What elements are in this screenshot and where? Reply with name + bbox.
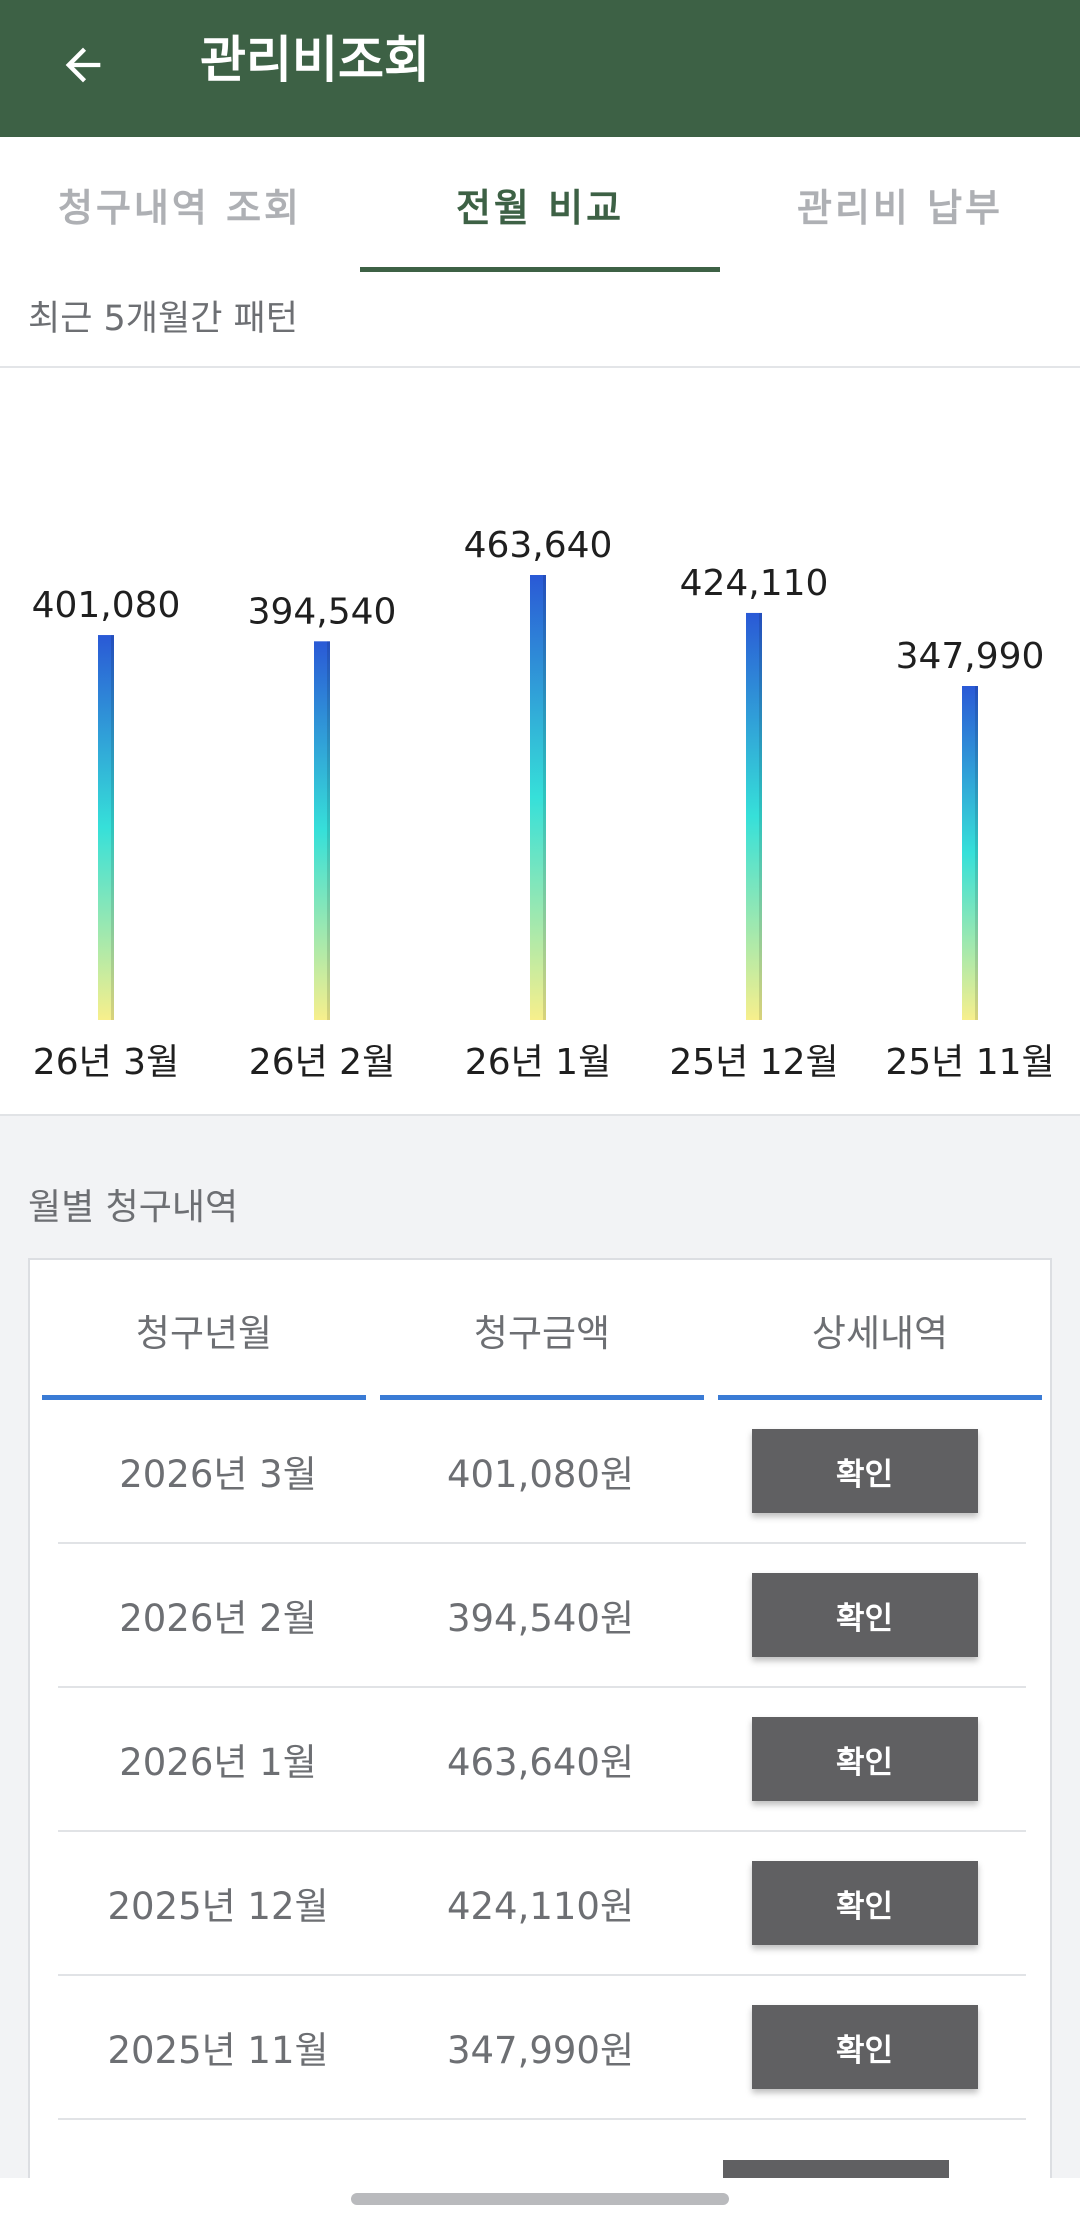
billing-table: 청구년월 청구금액 상세내역 2026년 3월 401,080원 확인 2026… — [28, 1258, 1052, 2220]
billing-amount: 463,640원 — [446, 1741, 635, 1784]
table-row: 2026년 2월 394,540원 확인 — [58, 1544, 1026, 1688]
header-billing-amount: 청구금액 — [380, 1260, 704, 1400]
bar-shade-4 — [975, 686, 978, 1020]
divider — [0, 366, 1080, 368]
billing-month: 2026년 3월 — [119, 1453, 317, 1496]
billing-month: 2025년 11월 — [107, 2029, 329, 2072]
billing-amount: 347,990원 — [446, 2029, 635, 2072]
bar-4 — [962, 686, 978, 1020]
bar-1 — [314, 641, 330, 1020]
page-title: 관리비조회 — [200, 31, 430, 89]
app-bar: 관리비조회 — [0, 0, 1080, 137]
value-label-3: 424,110 — [680, 563, 829, 604]
category-label-3: 25년 12월 — [669, 1042, 838, 1083]
category-label-4: 25년 11월 — [885, 1042, 1054, 1083]
table-row: 2026년 3월 401,080원 확인 — [58, 1400, 1026, 1544]
bar-shade-3 — [759, 612, 762, 1020]
billing-month: 2026년 2월 — [119, 1597, 317, 1640]
table-row: 2025년 11월 347,990원 확인 — [58, 1976, 1026, 2120]
category-label-2: 26년 1월 — [465, 1042, 611, 1083]
table-row: 2026년 1월 463,640원 확인 — [58, 1688, 1026, 1832]
back-button[interactable] — [48, 30, 118, 100]
value-label-4: 347,990 — [896, 636, 1045, 677]
value-label-2: 463,640 — [464, 525, 613, 566]
billing-month: 2025년 12월 — [107, 1885, 329, 1928]
bar-2 — [530, 575, 546, 1020]
category-label-1: 26년 2월 — [249, 1042, 395, 1083]
bar-shade-0 — [111, 635, 114, 1020]
bar-shade-2 — [543, 575, 546, 1020]
tab-bar: 청구내역 조회 전월 비교 관리비 납부 — [0, 137, 1080, 272]
arrow-left-icon — [65, 47, 101, 83]
header-details: 상세내역 — [718, 1260, 1042, 1400]
confirm-button[interactable]: 확인 — [751, 1429, 978, 1513]
billing-amount: 401,080원 — [446, 1453, 635, 1496]
confirm-button-partial[interactable] — [723, 2160, 949, 2180]
confirm-button[interactable]: 확인 — [751, 2005, 978, 2089]
table-body: 2026년 3월 401,080원 확인 2026년 2월 394,540원 확… — [58, 1400, 1026, 2120]
monthly-section-title: 월별 청구내역 — [28, 1187, 239, 1228]
billing-month: 2026년 1월 — [119, 1741, 317, 1784]
tab-month-compare[interactable]: 전월 비교 — [360, 137, 720, 272]
bar-shade-1 — [327, 641, 330, 1020]
home-indicator[interactable] — [351, 2193, 729, 2205]
category-label-0: 26년 3월 — [33, 1042, 179, 1083]
table-header: 청구년월 청구금액 상세내역 — [42, 1260, 1042, 1400]
value-label-1: 394,540 — [248, 591, 397, 632]
bar-3 — [746, 612, 762, 1020]
chart-card: 최근 5개월간 패턴 401,080 26년 3월 394,540 26년 2월 463… — [0, 272, 1080, 1116]
header-billing-month: 청구년월 — [42, 1260, 366, 1400]
chart-caption: 최근 5개월간 패턴 — [28, 299, 298, 339]
tab-fee-payment[interactable]: 관리비 납부 — [796, 186, 1004, 230]
billing-amount: 424,110원 — [446, 1885, 635, 1928]
confirm-button[interactable]: 확인 — [751, 1861, 978, 1945]
confirm-button[interactable]: 확인 — [751, 1717, 978, 1801]
tab-billing-history[interactable]: 청구내역 조회 — [58, 186, 302, 230]
table-row: 2025년 12월 424,110원 확인 — [58, 1832, 1026, 1976]
confirm-button[interactable]: 확인 — [751, 1573, 978, 1657]
billing-amount: 394,540원 — [446, 1597, 635, 1640]
value-label-0: 401,080 — [32, 585, 181, 626]
bar-0 — [98, 635, 114, 1020]
bar-chart: 401,080 26년 3월 394,540 26년 2월 463,640 26년 1월 4… — [32, 525, 1055, 1083]
